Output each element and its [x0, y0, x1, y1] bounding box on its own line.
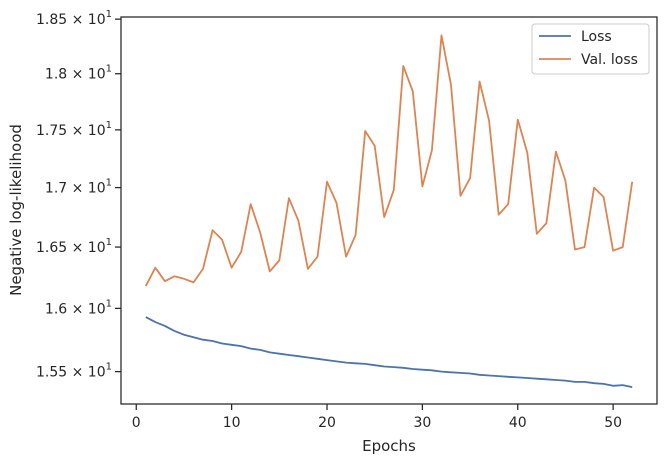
y-tick-label: 1.65 × 101: [36, 237, 112, 256]
legend-label-val-loss: Val. loss: [581, 52, 638, 68]
y-tick-label: 1.75 × 101: [36, 120, 112, 139]
y-tick-label: 1.85 × 101: [36, 9, 112, 28]
x-tick-label: 20: [318, 415, 336, 431]
y-axis-label: Negative log-likelihood: [7, 124, 25, 296]
x-axis-ticks: 0 10 20 30 40 50: [132, 404, 622, 431]
y-axis-ticks: 1.55 × 101 1.6 × 101 1.65 × 101 1.7 × 101 1.…: [36, 9, 121, 381]
y-tick-label: 1.55 × 101: [36, 362, 112, 381]
x-tick-label: 50: [604, 415, 622, 431]
series-line-val-loss: [145, 34, 634, 287]
y-tick-label: 1.8 × 101: [45, 64, 112, 83]
series-line-loss: [145, 316, 633, 388]
legend-label-loss: Loss: [581, 29, 612, 45]
x-tick-label: 30: [413, 415, 431, 431]
x-tick-label: 40: [509, 415, 527, 431]
x-tick-label: 0: [132, 415, 141, 431]
plot-frame: [120, 16, 658, 405]
x-axis-label: Epochs: [362, 437, 416, 455]
legend: Loss Val. loss: [531, 23, 650, 75]
series-lines: [145, 34, 634, 388]
y-tick-label: 1.7 × 101: [45, 178, 112, 197]
y-tick-label: 1.6 × 101: [45, 298, 112, 317]
x-tick-label: 10: [223, 415, 241, 431]
